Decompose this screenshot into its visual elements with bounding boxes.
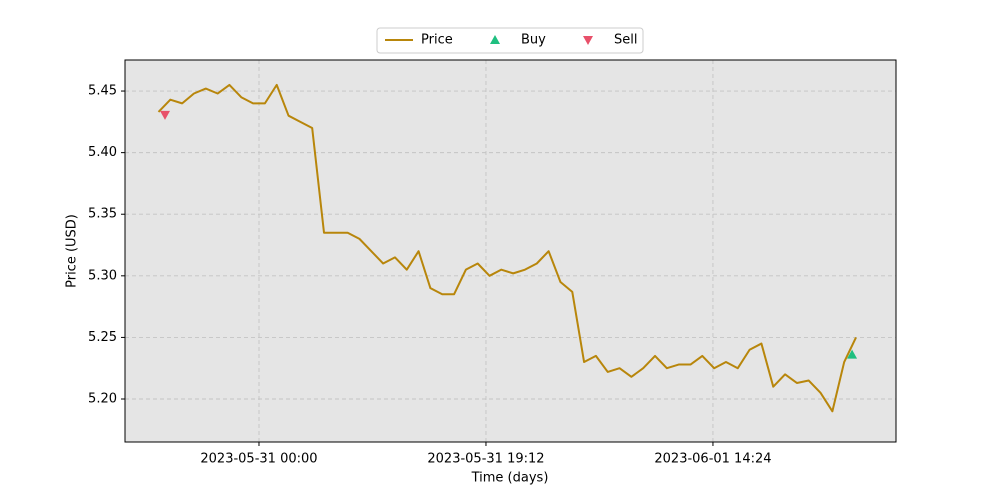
y-axis-label: Price (USD) (65, 214, 80, 288)
x-tick-label: 2023-05-31 19:12 (427, 452, 544, 467)
x-axis-label: Time (days) (471, 471, 549, 486)
legend-box (376, 27, 644, 54)
plot-frame (124, 59, 897, 443)
legend-swatch (490, 35, 500, 44)
x-tick-label: 2023-05-31 00:00 (200, 452, 317, 467)
sell-marker (159, 110, 170, 120)
x-tick-label: 2023-06-01 14:24 (654, 452, 771, 467)
y-tick-label: 5.25 (88, 330, 117, 345)
y-tick-label: 5.20 (88, 392, 117, 407)
legend-label: Buy (521, 33, 546, 48)
y-tick-label: 5.40 (88, 145, 117, 160)
y-tick-label: 5.35 (88, 207, 117, 222)
legend-swatch (583, 36, 593, 45)
y-tick-label: 5.45 (88, 84, 117, 99)
buy-marker (847, 349, 858, 359)
price-line (157, 83, 857, 413)
legend-label: Price (421, 33, 453, 48)
y-tick-label: 5.30 (88, 268, 117, 283)
legend-label: Sell (614, 33, 637, 48)
plot-area (125, 60, 896, 442)
